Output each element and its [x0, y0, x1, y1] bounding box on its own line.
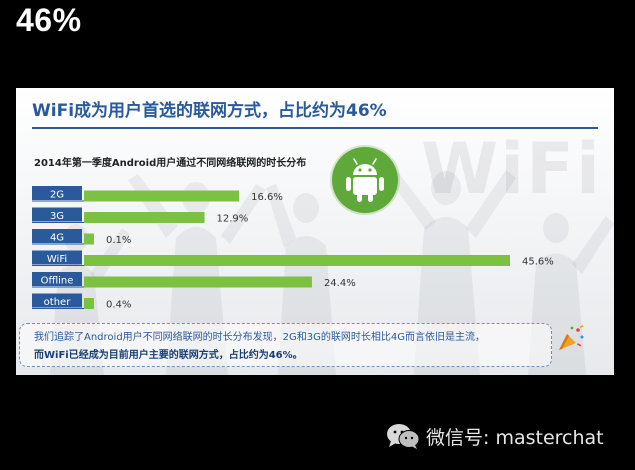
summary-note-line-1: 我们追踪了Android用户不同网络联网的时长分布发现，2G和3G的联网时长相比… — [34, 332, 485, 343]
category-tick-label: other — [44, 297, 72, 308]
category-label-bg-3g — [32, 207, 82, 222]
wechat-id-label: 微信号: masterchat — [426, 426, 604, 449]
bar-row-wifi: WiFi 45.6% — [32, 250, 554, 268]
bar-wifi — [84, 255, 510, 266]
category-label-bg-offline — [32, 272, 82, 286]
bar-2g — [84, 190, 240, 202]
bar-other — [84, 298, 94, 309]
bar-4g — [84, 233, 94, 245]
category-tick-label: Offline — [41, 276, 74, 287]
chart-title: 2014年第一季度Android用户通过不同网络联网的时长分布 — [34, 158, 307, 169]
android-badge — [332, 147, 398, 213]
category-label-bg-wifi — [32, 250, 82, 265]
summary-note-line-2: 而WiFi已经成为目前用户主要的联网方式，占比约为46%。 — [34, 350, 303, 361]
infographic-card: WiFi WiFi成为用户首选的联网方式，占比约为46% 2014年第一季度An… — [16, 88, 614, 375]
bar-row-3g: 3G 12.9% — [32, 207, 249, 225]
category-tick-label: WiFi — [47, 254, 67, 265]
data-label-other: 0.4% — [106, 300, 131, 311]
card-title: WiFi成为用户首选的联网方式，占比约为46% — [32, 101, 387, 121]
android-icon — [346, 158, 384, 202]
category-tick-label: 3G — [50, 211, 64, 222]
wechat-id: 微信号: masterchat — [386, 422, 604, 450]
bar-row-offline: Offline 24.4% — [32, 272, 356, 289]
data-label-3g: 12.9% — [217, 214, 249, 225]
category-label-bg-2g — [32, 186, 82, 200]
data-label-offline: 24.4% — [324, 278, 356, 289]
bar-row-2g: 2G 16.6% — [32, 186, 283, 203]
data-label-4g: 0.1% — [106, 235, 131, 246]
party-popper-icon — [559, 325, 584, 350]
category-label-bg-4g — [32, 229, 82, 243]
category-tick-label: 2G — [50, 190, 64, 201]
data-label-2g: 16.6% — [251, 192, 283, 203]
title-underline — [32, 127, 598, 129]
data-label-wifi: 45.6% — [522, 257, 554, 268]
bar-row-other: other 0.4% — [32, 293, 131, 311]
category-label-bg-other — [32, 293, 82, 308]
bar-3g — [84, 212, 205, 223]
category-tick-label: 4G — [50, 233, 64, 244]
bar-row-4g: 4G 0.1% — [32, 229, 131, 246]
page-headline: 46% — [16, 2, 82, 38]
bar-chart: 2G 16.6% 3G 12.9% 4G 0.1% WiFi 45.6% Offline 24.4… — [32, 186, 554, 311]
bar-offline — [84, 276, 312, 288]
wifi-watermark: WiFi — [420, 128, 602, 210]
wechat-icon — [387, 424, 420, 449]
summary-note: 我们追踪了Android用户不同网络联网的时长分布发现，2G和3G的联网时长相比… — [19, 323, 552, 367]
